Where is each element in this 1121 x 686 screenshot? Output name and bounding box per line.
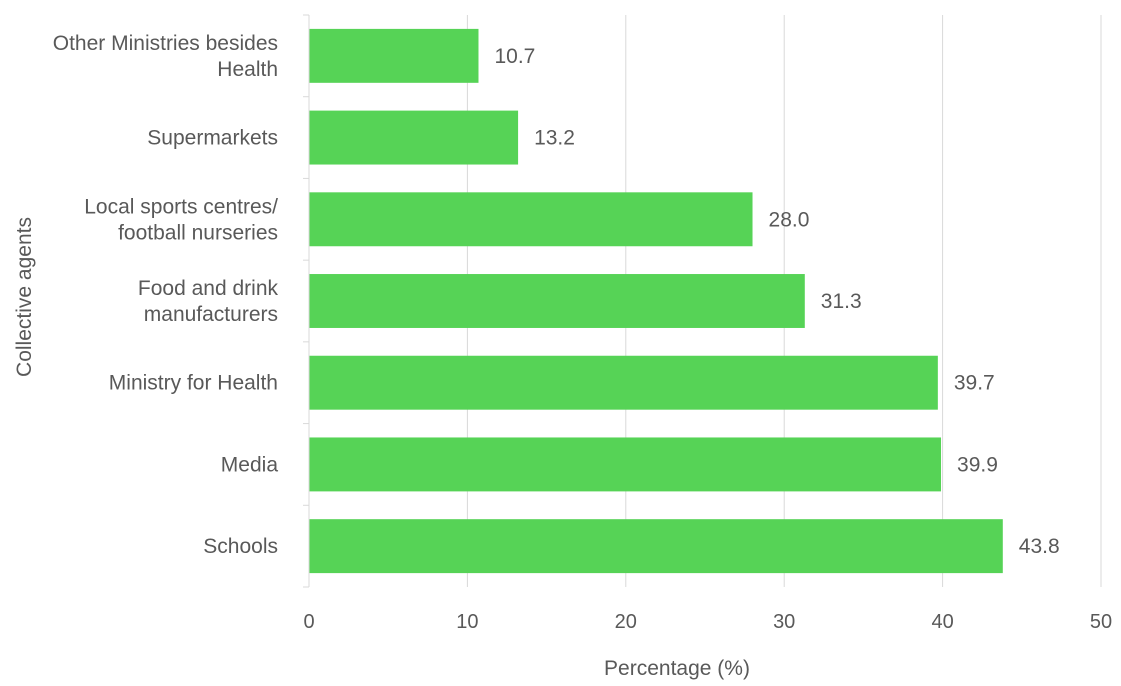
- bar: [309, 437, 942, 492]
- y-tick-label: Food and drink manufacturers: [138, 277, 279, 326]
- data-label: 10.7: [494, 45, 535, 68]
- y-tick-label: Media: [221, 453, 279, 476]
- x-tick-label: 30: [773, 611, 795, 633]
- y-axis-title: Collective agents: [13, 217, 36, 377]
- bar: [309, 28, 479, 83]
- y-tick-label: Schools: [203, 535, 278, 558]
- data-label: 39.9: [957, 453, 998, 476]
- y-tick-label: Other Ministries besides Health: [53, 32, 278, 81]
- data-label: 39.7: [954, 372, 995, 395]
- x-tick-label: 20: [615, 611, 637, 633]
- data-label: 13.2: [534, 127, 575, 150]
- labels: 0 10 20 30 40 50 10.7 Other Ministries besides H…: [53, 32, 1112, 633]
- data-label: 43.8: [1019, 535, 1060, 558]
- axes: [303, 14, 310, 588]
- bars: [309, 28, 1003, 574]
- data-label: 28.0: [769, 208, 810, 231]
- x-axis-title: Percentage (%): [604, 657, 750, 680]
- y-tick-label: Local sports centres/football nurseries: [84, 195, 278, 244]
- y-tick-label: Supermarkets: [147, 127, 278, 150]
- x-tick-label: 40: [931, 611, 953, 633]
- bar: [309, 110, 519, 165]
- x-tick-label: 0: [303, 611, 314, 633]
- bar: [309, 519, 1003, 574]
- bar: [309, 192, 753, 247]
- x-tick-label: 10: [456, 611, 478, 633]
- data-label: 31.3: [821, 290, 862, 313]
- bar: [309, 355, 938, 410]
- x-tick-label: 50: [1090, 611, 1112, 633]
- bar: [309, 274, 805, 328]
- y-tick-label: Ministry for Health: [109, 372, 278, 395]
